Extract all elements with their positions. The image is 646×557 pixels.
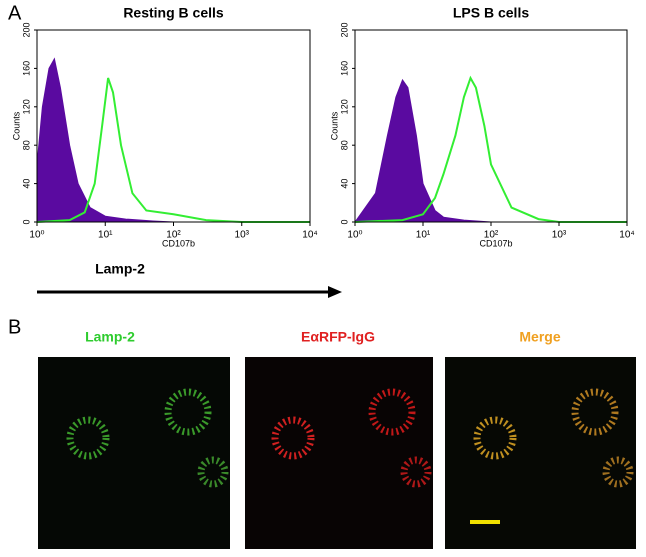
image-label: Merge (519, 329, 560, 345)
x-tick-label: 10⁰ (347, 230, 362, 241)
chart-title: Resting B cells (123, 5, 224, 21)
x-tick-label: 10³ (235, 230, 250, 241)
arrow-head (328, 286, 342, 298)
cell (368, 388, 416, 436)
micrographs (38, 357, 636, 549)
cell (197, 456, 229, 488)
y-axis-label: Counts (329, 111, 339, 140)
image (38, 357, 230, 549)
image-label: Lamp-2 (85, 329, 135, 345)
y-tick-label: 80 (339, 140, 349, 150)
histogram-line (36, 77, 310, 223)
y-tick-label: 120 (21, 99, 31, 114)
y-tick-label: 160 (339, 61, 349, 76)
y-tick-label: 80 (21, 140, 31, 150)
y-tick-label: 40 (339, 179, 349, 189)
panel-label: A (8, 2, 22, 24)
x-tick-label: 10⁴ (619, 230, 634, 241)
cell (66, 416, 110, 460)
arrow-label: Lamp-2 (95, 261, 145, 277)
y-tick-label: 0 (339, 219, 349, 224)
x-tick-label: 10⁰ (29, 230, 44, 241)
y-tick-label: 0 (21, 219, 31, 224)
y-tick-label: 200 (21, 22, 31, 37)
panel-label: B (8, 316, 21, 338)
y-tick-label: 200 (339, 22, 349, 37)
cell (473, 416, 517, 460)
image (445, 357, 636, 549)
cell (602, 456, 634, 488)
chart-title: LPS B cells (453, 5, 529, 21)
y-tick-label: 160 (21, 61, 31, 76)
x-axis-label: CD107b (479, 238, 512, 248)
histogram-line (354, 75, 627, 223)
cell (400, 456, 432, 488)
cell (571, 388, 619, 436)
image (245, 357, 433, 549)
histogram-area (354, 78, 627, 223)
x-tick-label: 10¹ (416, 230, 431, 241)
cell (164, 388, 212, 436)
histogram-area (36, 57, 310, 223)
x-tick-label: 10³ (552, 230, 567, 241)
x-axis-label: CD107b (162, 238, 195, 248)
x-tick-label: 10² (484, 230, 499, 241)
y-tick-label: 120 (339, 99, 349, 114)
x-tick-label: 10² (166, 230, 181, 241)
image-label: EαRFP-IgG (301, 329, 375, 345)
x-tick-label: 10⁴ (302, 230, 317, 241)
y-tick-label: 40 (21, 179, 31, 189)
scale-bar (470, 520, 500, 524)
cell (271, 416, 315, 460)
x-tick-label: 10¹ (98, 230, 113, 241)
y-axis-label: Counts (11, 111, 21, 140)
